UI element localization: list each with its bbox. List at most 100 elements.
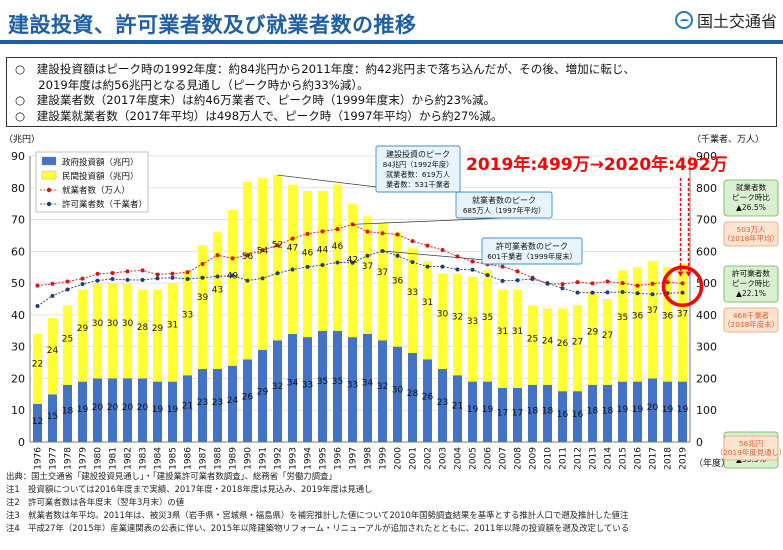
label-private: 52 xyxy=(272,240,283,250)
x-tick: 1986 xyxy=(184,447,194,470)
point-licensed xyxy=(485,273,490,278)
bar-government xyxy=(273,340,282,442)
bar-private xyxy=(558,308,567,392)
bar-private xyxy=(348,203,357,338)
label-private: 29 xyxy=(77,324,89,334)
label-government: 35 xyxy=(332,377,343,387)
bar-private xyxy=(363,216,372,334)
label-private: 37 xyxy=(362,262,373,272)
point-licensed xyxy=(35,303,40,308)
label-private: 37 xyxy=(647,306,658,316)
bar-private xyxy=(48,318,57,395)
label-private: 46 xyxy=(302,248,314,258)
y-tick-right: 700 xyxy=(696,214,717,227)
x-tick: 2001 xyxy=(409,447,419,470)
x-tick: 2019 xyxy=(679,447,689,470)
page-title: 建設投資、許可業者数及び就業者数の推移 xyxy=(8,13,417,37)
point-licensed xyxy=(245,278,250,283)
x-tick: 1978 xyxy=(64,447,74,470)
bar-private xyxy=(663,267,672,382)
label-government: 23 xyxy=(197,398,208,408)
bar-private xyxy=(78,289,87,382)
label-private: 24 xyxy=(47,346,59,356)
point-licensed xyxy=(320,262,325,267)
label-government: 24 xyxy=(227,396,239,406)
y-unit-left: （兆円） xyxy=(4,134,40,145)
point-licensed xyxy=(140,277,145,282)
point-workers xyxy=(605,279,610,284)
point-workers xyxy=(65,279,70,284)
bar-government xyxy=(33,403,42,442)
label-government: 23 xyxy=(212,398,223,408)
y-unit-right: （千業者、万人） xyxy=(692,133,764,145)
point-licensed xyxy=(80,282,85,287)
red-highlight-circle xyxy=(661,265,704,308)
legend-label: 政府投資額（兆円） xyxy=(62,157,139,168)
data-labels: 12 22 15 24 18 25 19 29 20 30 20 30 20 30 20 28 19 29 19 31… xyxy=(32,240,689,427)
label-government: 18 xyxy=(602,407,614,417)
legend-dot xyxy=(46,187,52,193)
x-tick: 1997 xyxy=(349,447,359,470)
bar-government xyxy=(318,330,327,442)
side-note: 建設投資ピーク時比▲33.3%56兆円（2019年度見通し） xyxy=(716,431,783,469)
bar-private xyxy=(108,283,117,379)
label-government: 33 xyxy=(347,380,358,390)
label-private: 30 xyxy=(437,310,449,320)
y-tick-left: 70 xyxy=(11,214,25,227)
bar-government xyxy=(153,381,162,442)
legend-label: 民間投資額（兆円） xyxy=(62,171,139,182)
label-private: 27 xyxy=(572,337,583,347)
x-tick: 1977 xyxy=(49,447,59,470)
x-tick: 1980 xyxy=(94,447,104,470)
label-private: 31 xyxy=(512,327,523,337)
bar-government xyxy=(363,333,372,442)
bar-government xyxy=(618,381,627,442)
red-arrowhead xyxy=(677,271,684,277)
label-government: 17 xyxy=(497,408,508,418)
label-private: 30 xyxy=(92,319,104,329)
bar-government xyxy=(123,378,132,442)
point-workers xyxy=(260,248,265,253)
y-tick-right: 0 xyxy=(696,436,703,449)
point-licensed xyxy=(530,276,535,281)
bar-government xyxy=(543,384,552,442)
bar-private xyxy=(603,299,612,385)
point-workers xyxy=(560,282,565,287)
bar-government xyxy=(573,391,582,442)
point-licensed xyxy=(365,253,370,258)
x-tick: 1995 xyxy=(319,447,329,470)
bar-government xyxy=(93,378,102,442)
bar-government xyxy=(603,384,612,442)
label-private: 39 xyxy=(197,293,209,303)
callout-pointer xyxy=(352,217,505,225)
summary-box: ○ 建設投資額はピーク時の1992年度：約84兆円から2011年度：約42兆円ま… xyxy=(6,57,777,127)
bar-government xyxy=(213,368,222,442)
y-tick-right: 900 xyxy=(696,150,717,163)
label-private: 29 xyxy=(152,324,164,334)
y-tick-left: 60 xyxy=(11,245,25,258)
footnote: 注3 就業者数は年平均。2011年は、被災3県（岩手県・宮城県・福島県）を補完推… xyxy=(6,510,629,520)
label-government: 18 xyxy=(542,407,554,417)
point-workers xyxy=(305,231,310,236)
x-tick: 1976 xyxy=(34,447,44,470)
callout-text: 就業者数のピーク xyxy=(472,195,536,205)
label-government: 33 xyxy=(302,380,313,390)
point-workers xyxy=(635,283,640,288)
x-tick: 2006 xyxy=(484,447,494,470)
callout-box xyxy=(481,237,583,265)
bar-government xyxy=(168,381,177,442)
bar-government xyxy=(288,333,297,442)
point-workers xyxy=(380,231,385,236)
bar-private xyxy=(243,181,252,360)
legend-label: 許可業者数（千業者） xyxy=(62,199,147,210)
logo-text: 国土交通省 xyxy=(696,12,777,31)
point-licensed xyxy=(455,267,460,272)
label-private: 25 xyxy=(62,335,73,345)
label-private: 31 xyxy=(167,320,178,330)
point-workers xyxy=(200,262,205,267)
x-tick: 2016 xyxy=(634,447,644,470)
label-private: 35 xyxy=(482,313,493,323)
bar-private xyxy=(333,184,342,331)
label-private: 22 xyxy=(32,359,43,369)
point-licensed xyxy=(350,260,355,265)
